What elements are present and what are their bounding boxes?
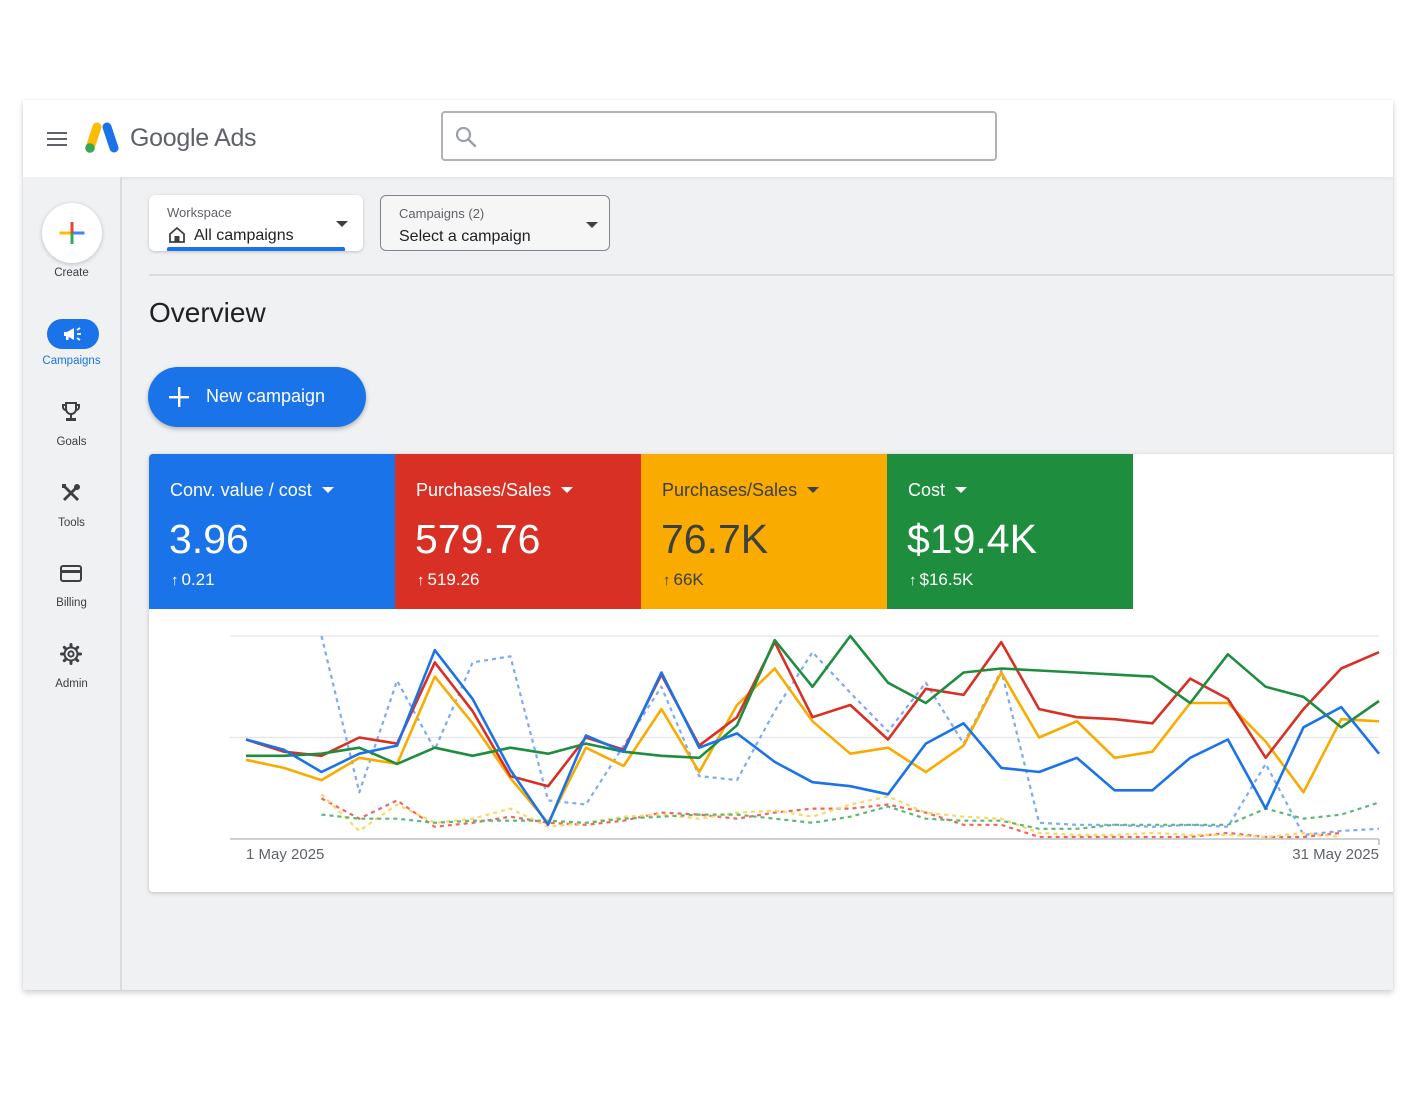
menu-icon[interactable] <box>47 131 67 147</box>
chevron-down-icon <box>561 487 574 493</box>
app-window: Google Ads Create <box>23 100 1393 990</box>
sidebar-item-label: Billing <box>56 597 87 609</box>
create-button[interactable] <box>42 203 102 263</box>
workspace-active-underline <box>167 247 345 251</box>
series-line-3 <box>246 634 1380 766</box>
sidebar-item-label: Campaigns <box>42 355 101 367</box>
metric-value: 579.76 <box>415 516 541 562</box>
sidebar-item-tools[interactable]: Tools <box>23 481 120 551</box>
metric-label[interactable]: Conv. value / cost <box>170 480 334 501</box>
page-title: Overview <box>149 297 266 328</box>
create-label: Create <box>54 267 89 279</box>
top-bar: Google Ads <box>23 100 1393 177</box>
metric-tile-purchases-sales[interactable]: Purchases/Sales 579.76 ↑ 519.26 <box>395 454 641 609</box>
chevron-down-icon <box>955 487 968 493</box>
metric-tile-cost[interactable]: Cost $19.4K ↑ $16.5K <box>887 454 1133 609</box>
credit-card-icon <box>60 565 82 582</box>
main-content: Workspace All campaigns Campaigns (2) Se… <box>122 177 1393 990</box>
new-campaign-label: New campaign <box>206 386 326 406</box>
metric-delta: ↑ 66K <box>663 570 704 589</box>
metric-value: 3.96 <box>169 516 249 562</box>
sidebar-item-campaigns[interactable]: Campaigns <box>23 319 120 389</box>
x-axis-start-label: 1 May 2025 <box>246 846 324 863</box>
plus-icon <box>59 222 85 244</box>
x-axis-end-label: 31 May 2025 <box>1292 846 1379 863</box>
sidebar: Create Campaigns Goals <box>23 177 122 990</box>
megaphone-icon <box>64 327 81 341</box>
trophy-icon <box>62 402 80 421</box>
metric-delta: ↑ $16.5K <box>909 570 974 589</box>
metric-value: 76.7K <box>661 516 769 562</box>
metric-tile-conv-value-cost[interactable]: Conv. value / cost 3.96 ↑ 0.21 <box>149 454 395 609</box>
series-line-5 <box>320 797 1342 839</box>
chart-gridlines <box>230 635 1380 845</box>
new-campaign-button[interactable]: New campaign <box>148 367 366 427</box>
series-line-1 <box>245 640 1380 788</box>
chevron-down-icon <box>336 221 348 227</box>
metric-label[interactable]: Cost <box>908 480 968 501</box>
series-line-4 <box>320 635 1380 836</box>
plus-icon <box>169 387 189 407</box>
workspace-label: Workspace <box>167 205 232 220</box>
series-line-0 <box>245 648 1381 827</box>
chevron-down-icon <box>321 487 334 493</box>
search-icon <box>455 126 477 148</box>
arrow-up-icon: ↑ <box>417 572 425 589</box>
chart-series <box>245 634 1381 839</box>
line-chart: 1 May 2025 31 May 2025 <box>230 634 1381 863</box>
google-ads-logo-icon <box>85 122 119 153</box>
gear-icon <box>60 643 82 665</box>
brand-name: Google Ads <box>130 124 257 152</box>
arrow-up-icon: ↑ <box>909 572 917 589</box>
metric-label[interactable]: Purchases/Sales <box>416 480 574 501</box>
workspace-dropdown[interactable]: Workspace All campaigns <box>149 195 363 251</box>
metric-delta: ↑ 519.26 <box>417 570 480 589</box>
metric-tile-purchases-sales-value[interactable]: Purchases/Sales 76.7K ↑ 66K <box>641 454 887 609</box>
series-line-2 <box>245 667 1380 825</box>
workspace-value: All campaigns <box>194 227 294 244</box>
sidebar-item-goals[interactable]: Goals <box>23 400 120 470</box>
arrow-up-icon: ↑ <box>171 572 179 589</box>
chevron-down-icon <box>807 487 820 493</box>
home-icon <box>169 226 185 243</box>
tools-icon <box>62 484 80 501</box>
active-indicator <box>47 319 99 349</box>
search-input[interactable] <box>487 121 991 153</box>
sidebar-item-label: Goals <box>56 436 87 448</box>
search-box[interactable] <box>441 111 997 161</box>
metric-delta: ↑ 0.21 <box>171 570 215 589</box>
series-line-7 <box>321 801 1380 830</box>
performance-card: Conv. value / cost 3.96 ↑ 0.21 Purchases/… <box>149 454 1393 892</box>
divider <box>149 274 1393 276</box>
campaigns-value: Select a campaign <box>399 228 531 245</box>
sidebar-item-label: Admin <box>55 678 88 690</box>
sidebar-item-label: Tools <box>58 517 85 529</box>
metric-value: $19.4K <box>907 516 1037 562</box>
sidebar-item-admin[interactable]: Admin <box>23 642 120 712</box>
sidebar-item-billing[interactable]: Billing <box>23 561 120 631</box>
campaigns-label: Campaigns (2) <box>399 206 485 221</box>
series-line-6 <box>320 793 1342 839</box>
campaign-dropdown[interactable]: Campaigns (2) Select a campaign <box>380 195 610 251</box>
chevron-down-icon <box>586 222 598 228</box>
metric-label[interactable]: Purchases/Sales <box>662 480 820 501</box>
arrow-up-icon: ↑ <box>663 572 671 589</box>
